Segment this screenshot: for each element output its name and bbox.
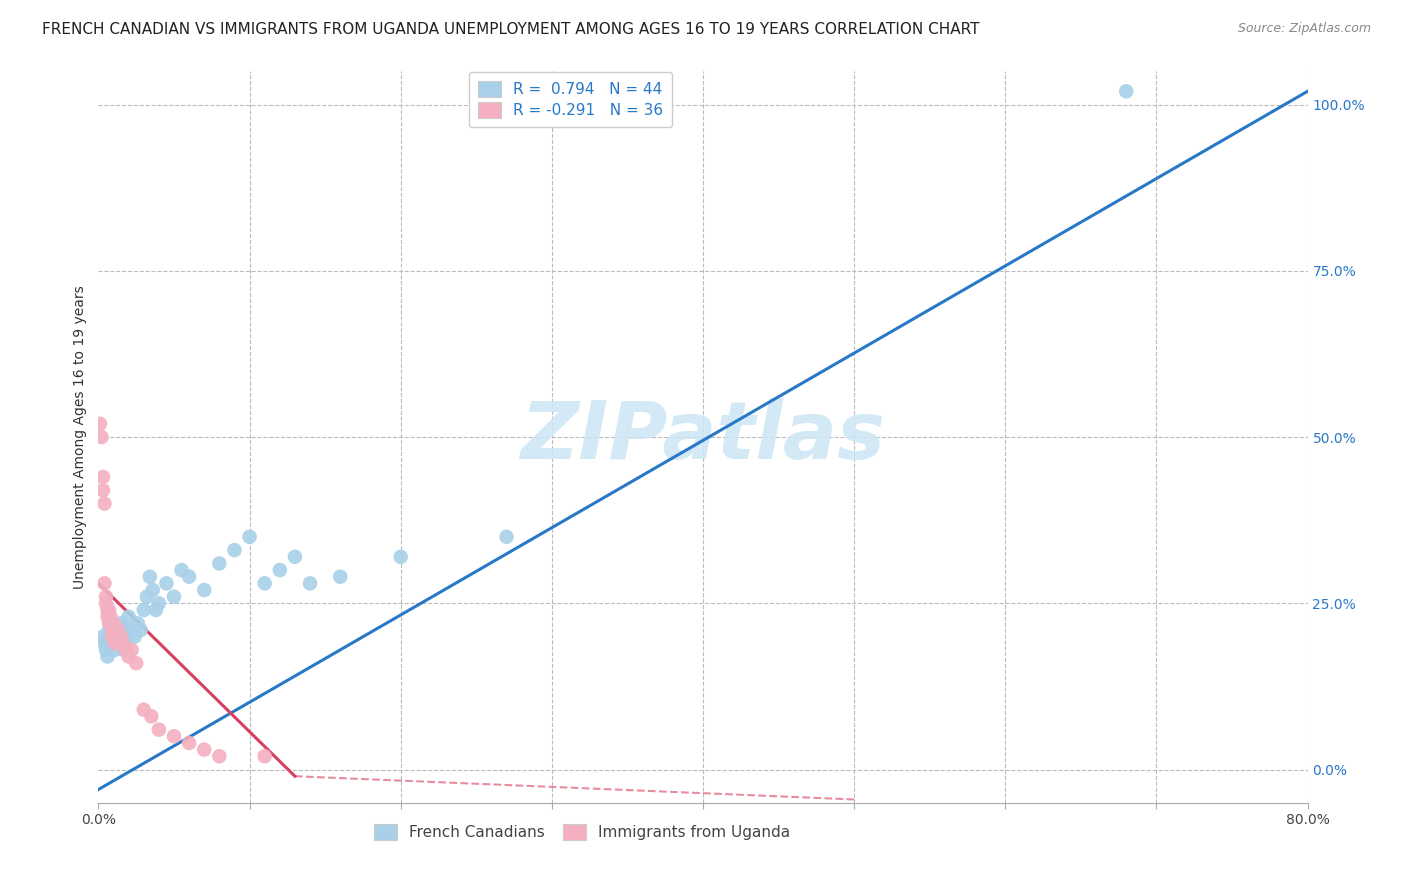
Point <box>103 636 125 650</box>
Point <box>148 596 170 610</box>
Y-axis label: Unemployment Among Ages 16 to 19 years: Unemployment Among Ages 16 to 19 years <box>73 285 87 589</box>
Point <box>91 630 114 644</box>
Point <box>135 590 157 604</box>
Point <box>141 709 163 723</box>
Point <box>329 570 352 584</box>
Point <box>93 497 115 511</box>
Point <box>107 623 129 637</box>
Point <box>111 630 134 644</box>
Point <box>114 623 136 637</box>
Point <box>193 582 215 597</box>
Point <box>104 643 127 657</box>
Point <box>239 530 262 544</box>
Point <box>96 603 118 617</box>
Point <box>163 729 186 743</box>
Text: FRENCH CANADIAN VS IMMIGRANTS FROM UGANDA UNEMPLOYMENT AMONG AGES 16 TO 19 YEARS: FRENCH CANADIAN VS IMMIGRANTS FROM UGAND… <box>42 22 980 37</box>
Point <box>127 616 149 631</box>
Point <box>179 736 201 750</box>
Point <box>98 623 121 637</box>
Point <box>98 603 121 617</box>
Point <box>89 417 111 431</box>
Point <box>208 557 231 571</box>
Point <box>253 576 276 591</box>
Point <box>114 643 136 657</box>
Point <box>91 483 114 498</box>
Point <box>103 630 125 644</box>
Point <box>101 616 124 631</box>
Point <box>93 576 115 591</box>
Point <box>91 470 114 484</box>
Point <box>1115 84 1137 98</box>
Point <box>179 570 201 584</box>
Legend: French Canadians, Immigrants from Uganda: French Canadians, Immigrants from Uganda <box>368 818 796 847</box>
Point <box>96 649 118 664</box>
Point <box>132 703 155 717</box>
Point <box>163 590 186 604</box>
Point <box>100 616 122 631</box>
Point <box>193 742 215 756</box>
Point <box>155 576 177 591</box>
Point <box>111 636 134 650</box>
Point <box>142 582 165 597</box>
Point <box>118 649 141 664</box>
Point <box>110 616 132 631</box>
Point <box>299 576 322 591</box>
Point <box>121 623 143 637</box>
Point <box>125 656 148 670</box>
Point <box>104 636 127 650</box>
Point <box>269 563 291 577</box>
Point <box>101 630 124 644</box>
Point <box>108 636 131 650</box>
Point <box>132 603 155 617</box>
Point <box>96 609 118 624</box>
Point <box>103 616 125 631</box>
Point <box>253 749 276 764</box>
Point <box>121 643 143 657</box>
Point <box>105 630 128 644</box>
Point <box>100 609 122 624</box>
Point <box>124 630 146 644</box>
Point <box>208 749 231 764</box>
Point <box>145 603 167 617</box>
Point <box>139 570 162 584</box>
Point <box>112 643 135 657</box>
Point <box>129 623 152 637</box>
Text: ZIPatlas: ZIPatlas <box>520 398 886 476</box>
Point <box>94 596 117 610</box>
Point <box>389 549 412 564</box>
Point <box>118 609 141 624</box>
Point <box>101 623 124 637</box>
Point <box>110 630 132 644</box>
Point <box>495 530 517 544</box>
Point <box>90 430 112 444</box>
Point <box>94 643 117 657</box>
Point <box>115 630 138 644</box>
Text: Source: ZipAtlas.com: Source: ZipAtlas.com <box>1237 22 1371 36</box>
Point <box>94 590 117 604</box>
Point <box>98 616 121 631</box>
Point <box>100 630 122 644</box>
Point <box>148 723 170 737</box>
Point <box>224 543 246 558</box>
Point <box>284 549 307 564</box>
Point <box>105 630 128 644</box>
Point <box>108 636 131 650</box>
Point <box>93 636 115 650</box>
Point <box>107 623 129 637</box>
Point <box>170 563 193 577</box>
